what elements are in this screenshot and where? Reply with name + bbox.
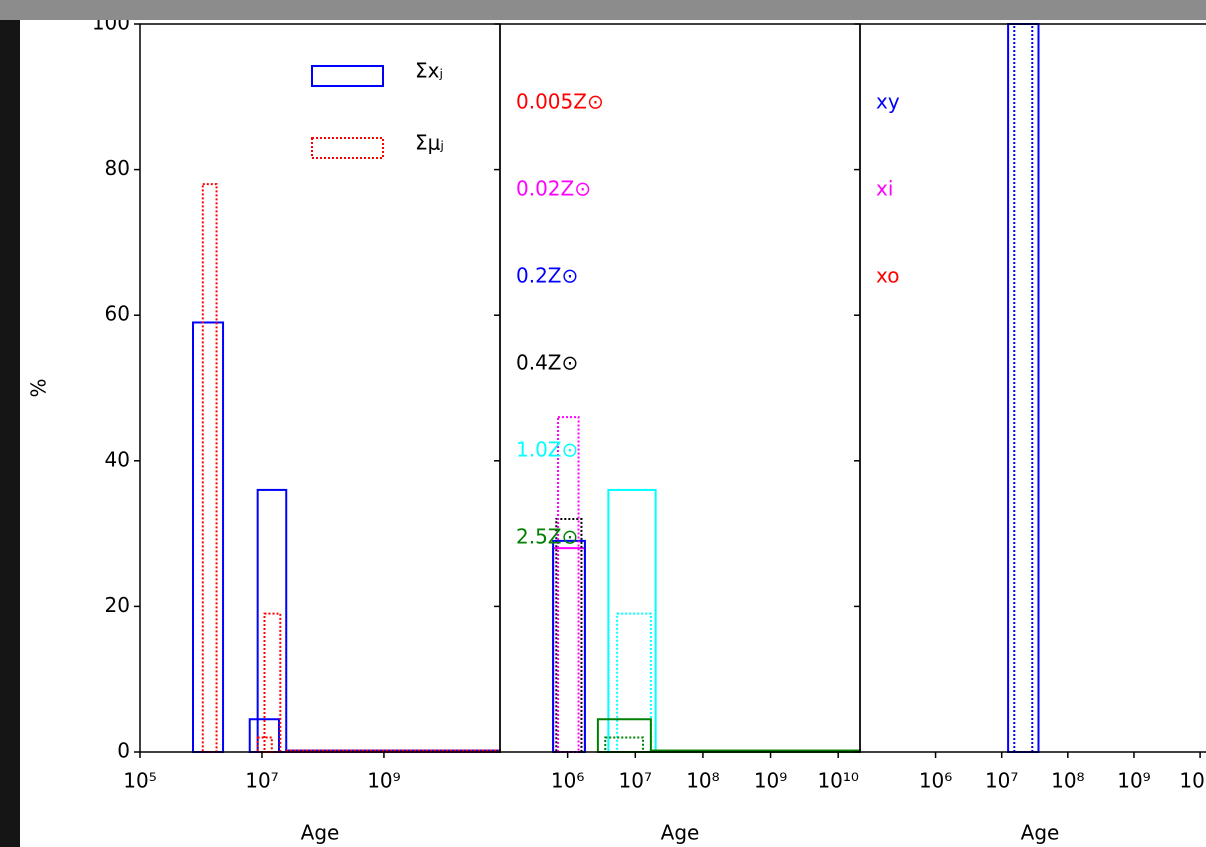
y-tick-label: 20 [105,593,130,617]
annotation: xo [876,264,899,288]
x-tick-label: 10¹⁰ [1179,769,1206,793]
x-tick-label: 10⁹ [367,769,400,793]
x-tick-label: 10¹⁰ [817,769,858,793]
x-tick-label: 10⁷ [619,769,652,793]
x-tick-label: 10⁷ [985,769,1018,793]
annotation: 1.0Z⊙ [516,438,578,462]
legend-label: Σxⱼ [415,59,443,83]
legend-swatch [311,137,384,159]
window-top-bar [0,0,1206,20]
y-tick-label: 40 [105,447,130,471]
legend-swatch [311,65,384,87]
legend-label: Σμⱼ [415,131,444,155]
x-tick-label: 10⁹ [1117,769,1150,793]
x-axis-label: Age [661,821,700,845]
axes-frame [859,23,1206,753]
x-tick-label: 10⁶ [919,769,952,793]
x-tick-label: 10⁹ [754,769,787,793]
x-tick-label: 10⁵ [123,769,156,793]
figure-area [20,14,1206,847]
annotation: xy [876,90,900,114]
annotation: 2.5Z⊙ [516,525,578,549]
bar [263,612,282,753]
annotation: 0.4Z⊙ [516,351,578,375]
x-tick-label: 10⁸ [1051,769,1084,793]
y-axis-label: % [27,378,51,397]
y-tick-label: 60 [105,302,130,326]
x-tick-label: 10⁸ [686,769,719,793]
x-tick-label: 10⁶ [551,769,584,793]
annotation: xi [876,177,893,201]
x-tick-label: 10⁷ [245,769,278,793]
annotation: 0.02Z⊙ [516,177,591,201]
bar [555,518,583,753]
bar [256,736,273,754]
annotation: 0.005Z⊙ [516,90,604,114]
annotation: 0.2Z⊙ [516,264,578,288]
y-tick-label: 0 [117,739,130,763]
x-axis-label: Age [301,821,340,845]
bar [604,736,644,754]
y-tick-label: 80 [105,156,130,180]
x-axis-label: Age [1021,821,1060,845]
